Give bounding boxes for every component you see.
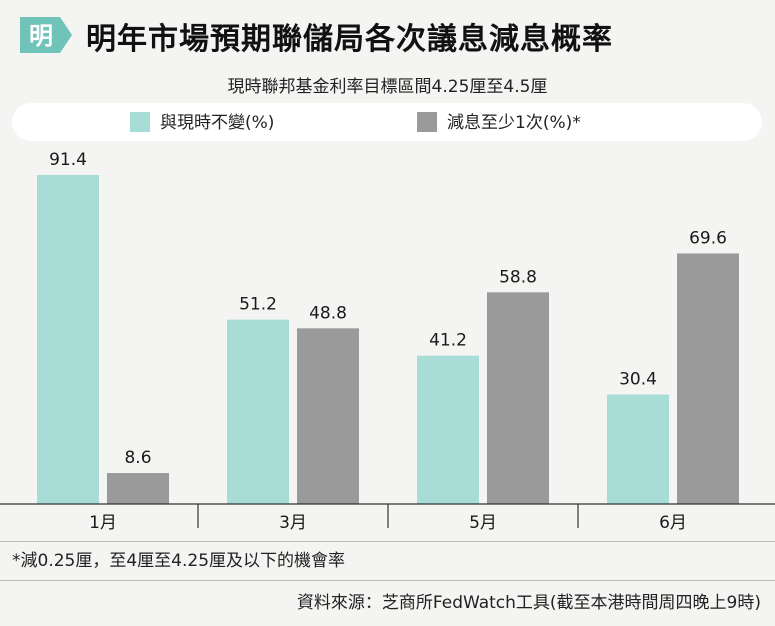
value-label-unchanged-2: 41.2	[429, 331, 467, 351]
bar-cut-1	[297, 328, 359, 504]
bar-unchanged-1	[227, 319, 289, 504]
category-label-3: 6月	[659, 513, 687, 533]
legend-swatch-cut	[417, 111, 437, 132]
value-label-cut-0: 8.6	[124, 448, 151, 468]
legend-item-cut: 減息至少1次(%)*	[417, 111, 581, 134]
value-label-unchanged-1: 51.2	[239, 295, 277, 315]
legend: 與現時不變(%) 減息至少1次(%)*	[12, 103, 762, 141]
category-label-0: 1月	[89, 513, 117, 533]
page-title: 明年市場預期聯儲局各次議息減息概率	[86, 22, 613, 57]
value-label-cut-1: 48.8	[309, 303, 347, 323]
bar-cut-3	[677, 253, 739, 504]
bar-cut-0	[107, 473, 169, 504]
legend-label-cut: 減息至少1次(%)*	[447, 113, 581, 133]
bar-cut-2	[487, 292, 549, 504]
value-label-unchanged-3: 30.4	[619, 370, 657, 390]
source-note: 資料來源：芝商所FedWatch工具(截至本港時間周四晚上9時)	[296, 593, 761, 613]
legend-swatch-unchanged	[130, 111, 150, 132]
bar-chart: 91.4 8.6 1月 51.2 48.8 3月 41.2 58.8 5月 30.4 69.6 6月	[0, 150, 775, 533]
bar-unchanged-3	[607, 394, 669, 504]
bar-unchanged-2	[417, 355, 479, 504]
logo-char: 明	[29, 22, 53, 50]
divider-bottom	[0, 580, 775, 581]
value-label-cut-3: 69.6	[689, 228, 727, 248]
category-label-1: 3月	[279, 513, 307, 533]
category-label-2: 5月	[469, 513, 497, 533]
value-label-unchanged-0: 91.4	[49, 150, 87, 170]
ming-logo-icon: 明	[20, 17, 72, 53]
legend-label-unchanged: 與現時不變(%)	[160, 113, 275, 133]
header: 明 明年市場預期聯儲局各次議息減息概率	[0, 0, 775, 70]
legend-item-unchanged: 與現時不變(%)	[130, 111, 275, 134]
footnote: *減0.25厘，至4厘至4.25厘及以下的機會率	[12, 551, 346, 571]
divider-top	[0, 541, 775, 542]
value-label-cut-2: 58.8	[499, 267, 537, 287]
bar-unchanged-0	[37, 174, 99, 504]
chart-subtitle: 現時聯邦基金利率目標區間4.25厘至4.5厘	[227, 77, 548, 97]
